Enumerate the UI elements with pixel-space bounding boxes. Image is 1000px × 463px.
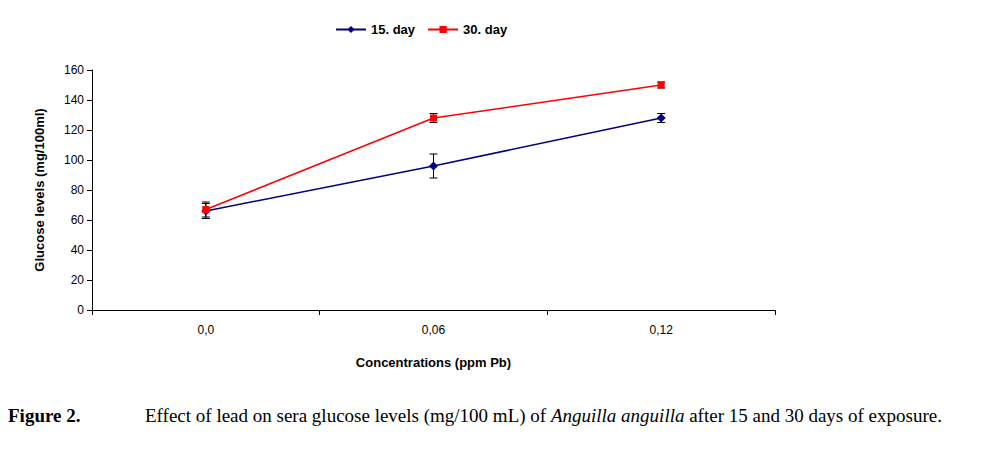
svg-text:15. day: 15. day (371, 22, 416, 37)
svg-text:0,0: 0,0 (197, 323, 214, 337)
svg-text:20: 20 (71, 273, 85, 287)
svg-text:40: 40 (71, 243, 85, 257)
svg-text:Concentrations (ppm Pb): Concentrations (ppm Pb) (356, 355, 511, 370)
svg-text:0: 0 (77, 303, 84, 317)
svg-text:0,06: 0,06 (422, 323, 446, 337)
html-text:Effect of lead on sera glucose: Effect of lead on sera glucose levels (m… (145, 405, 942, 426)
svg-text:30. day: 30. day (463, 22, 508, 37)
svg-text:120: 120 (64, 123, 84, 137)
svg-text:100: 100 (64, 153, 84, 167)
html-text:Figure 2.: Figure 2. (8, 405, 81, 426)
svg-text:140: 140 (64, 93, 84, 107)
svg-text:Glucose levels (mg/100ml): Glucose levels (mg/100ml) (32, 108, 47, 271)
svg-text:60: 60 (71, 213, 85, 227)
svg-text:160: 160 (64, 63, 84, 77)
svg-text:80: 80 (71, 183, 85, 197)
svg-text:0,12: 0,12 (649, 323, 673, 337)
